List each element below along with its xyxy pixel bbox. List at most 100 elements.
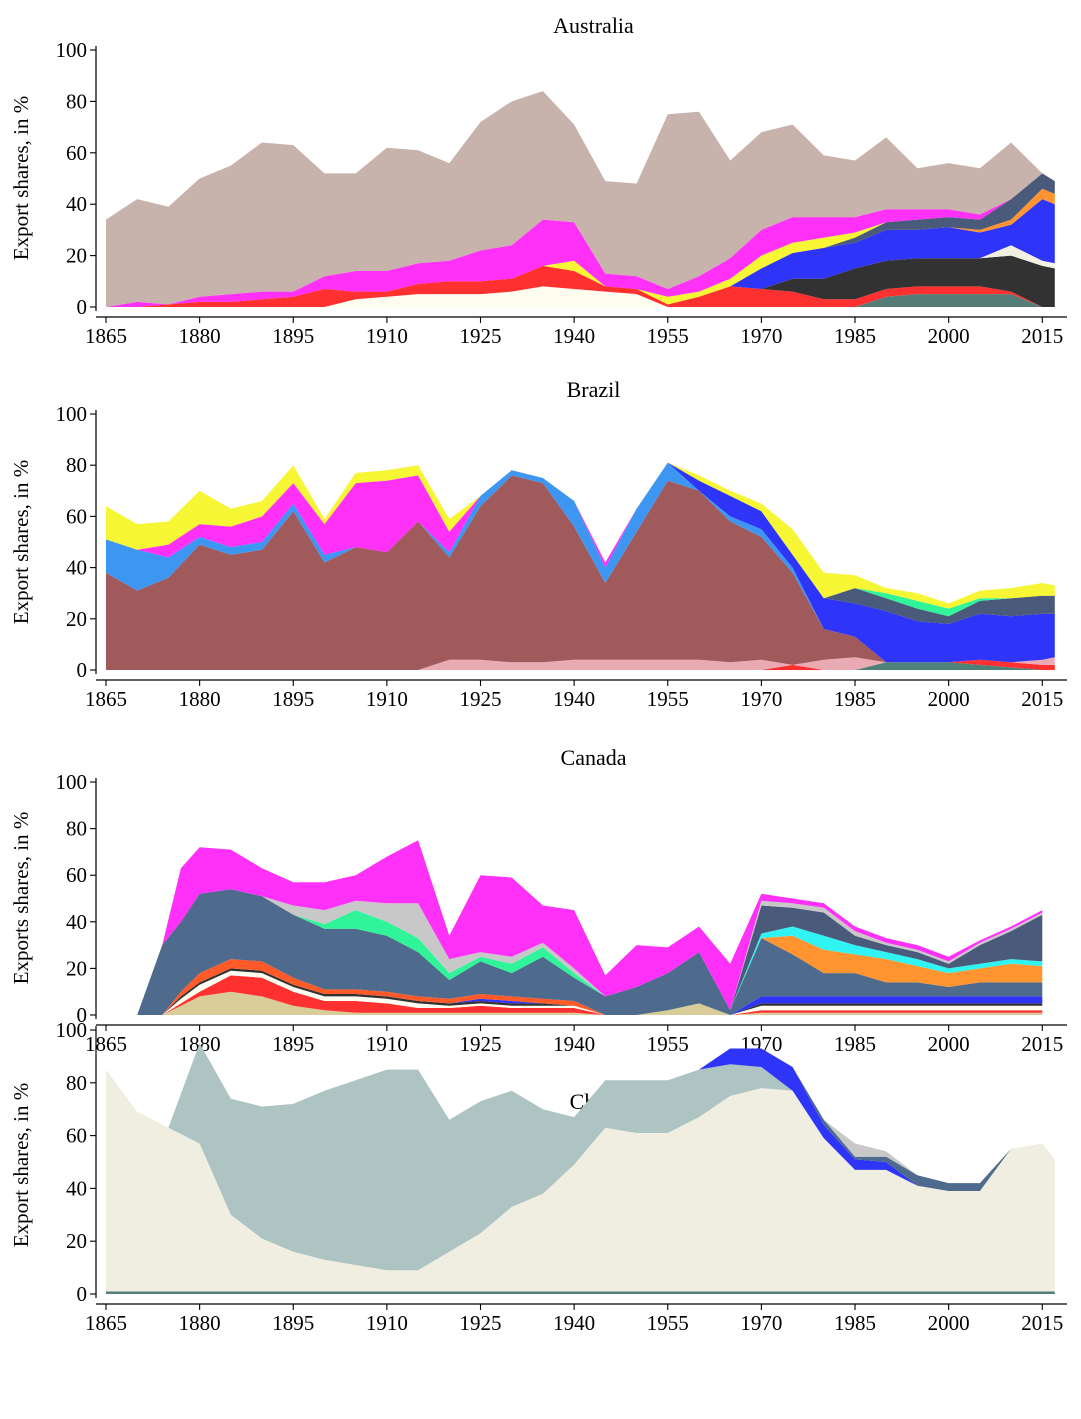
y-tick-label: 0 (77, 295, 88, 319)
y-tick-label: 60 (66, 863, 87, 887)
area-series-9 (106, 173, 1055, 307)
x-tick-label: 1925 (460, 324, 502, 348)
y-tick-label: 60 (66, 1124, 87, 1148)
x-tick-label: 1865 (85, 1032, 127, 1056)
panel-title: Canada (561, 745, 627, 770)
y-tick-label: 0 (77, 658, 88, 682)
area-series-3 (106, 255, 1055, 307)
x-tick-label: 2015 (1021, 1032, 1063, 1056)
y-tick-label: 80 (66, 453, 87, 477)
area-series-1 (106, 1069, 1055, 1292)
stacked-areas (106, 1043, 1055, 1294)
y-tick-label: 80 (66, 89, 87, 113)
x-tick-label: 1910 (366, 1032, 408, 1056)
y-tick-label: 0 (77, 1282, 88, 1306)
y-tick-label: 40 (66, 556, 87, 580)
stacked-areas (106, 462, 1055, 670)
y-tick-label: 0 (77, 1003, 88, 1027)
y-tick-label: 40 (66, 910, 87, 934)
x-tick-label: 1910 (366, 687, 408, 711)
x-tick-label: 1940 (553, 1311, 595, 1335)
y-tick-label: 20 (66, 1229, 87, 1253)
x-tick-label: 1940 (553, 324, 595, 348)
x-tick-label: 1985 (834, 1311, 876, 1335)
area-series-5 (106, 462, 1055, 663)
x-tick-label: 1970 (740, 687, 782, 711)
area-series-10 (137, 889, 1043, 1015)
y-tick-label: 60 (66, 504, 87, 528)
area-series-6 (137, 889, 1043, 1015)
area-series-9 (137, 889, 1043, 1015)
area-series-0 (106, 1291, 1055, 1294)
x-tick-label: 1985 (834, 1032, 876, 1056)
area-series-3 (106, 475, 1055, 670)
x-tick-label: 1910 (366, 1311, 408, 1335)
y-tick-label: 40 (66, 192, 87, 216)
x-tick-label: 1970 (740, 1311, 782, 1335)
panel-title: Brazil (567, 377, 621, 402)
area-series-4 (137, 968, 1043, 1015)
stacked-areas (137, 840, 1043, 1015)
x-tick-label: 1880 (179, 687, 221, 711)
x-tick-label: 1925 (460, 687, 502, 711)
area-series-1 (106, 286, 1055, 307)
x-tick-label: 1895 (272, 1032, 314, 1056)
y-axis-label: Export shares, in % (9, 460, 33, 624)
x-tick-label: 1955 (647, 324, 689, 348)
x-tick-label: 1985 (834, 324, 876, 348)
australia-panel: Australia Export shares, in % 0 20 40 60 80 1… (9, 13, 1067, 348)
x-tick-label: 2000 (928, 324, 970, 348)
y-tick-label: 20 (66, 244, 87, 268)
y-tick-label: 80 (66, 817, 87, 841)
x-tick-label: 1895 (272, 1311, 314, 1335)
x-tick-label: 1895 (272, 687, 314, 711)
x-tick-label: 1925 (460, 1311, 502, 1335)
y-tick-label: 100 (56, 38, 88, 62)
y-tick-label: 20 (66, 956, 87, 980)
x-tick-label: 1940 (553, 1032, 595, 1056)
area-series-0 (106, 294, 1055, 307)
x-tick-label: 1895 (272, 324, 314, 348)
x-tick-label: 1865 (85, 687, 127, 711)
x-tick-label: 1865 (85, 1311, 127, 1335)
x-tick-label: 2000 (928, 687, 970, 711)
x-tick-label: 1940 (553, 687, 595, 711)
area-series-2 (106, 265, 1055, 307)
area-series-1 (137, 975, 1043, 1015)
y-axis-label: Exports shares, in % (9, 812, 33, 985)
area-series-12 (137, 840, 1043, 1015)
y-tick-label: 100 (56, 770, 88, 794)
area-series-2 (106, 657, 1055, 670)
x-tick-label: 2015 (1021, 324, 1063, 348)
x-tick-label: 1955 (647, 1311, 689, 1335)
x-tick-label: 2015 (1021, 1311, 1063, 1335)
y-tick-label: 60 (66, 141, 87, 165)
x-tick-label: 1970 (740, 324, 782, 348)
area-series-0 (137, 991, 1043, 1015)
y-tick-label: 100 (56, 1018, 88, 1042)
area-series-5 (106, 199, 1055, 307)
y-tick-label: 40 (66, 1176, 87, 1200)
panel-title: Australia (553, 13, 634, 38)
x-tick-label: 1910 (366, 324, 408, 348)
y-tick-label: 100 (56, 402, 88, 426)
brazil-panel: Brazil Export shares, in % 0 20 40 60 80 100 1… (9, 377, 1067, 711)
x-tick-label: 1880 (179, 1311, 221, 1335)
x-tick-label: 2000 (928, 1311, 970, 1335)
x-tick-label: 1955 (647, 687, 689, 711)
y-tick-label: 20 (66, 607, 87, 631)
area-series-8 (137, 889, 1043, 1015)
area-series-9 (106, 462, 1055, 609)
x-tick-label: 1925 (460, 1032, 502, 1056)
y-axis-label: Export shares, in % (9, 96, 33, 260)
x-tick-label: 1865 (85, 324, 127, 348)
x-tick-label: 1880 (179, 324, 221, 348)
x-tick-label: 2015 (1021, 687, 1063, 711)
canada-panel: Canada Exports shares, in % 0 20 40 60 80 100… (9, 745, 1067, 1056)
y-axis-label: Export shares, in % (9, 1083, 33, 1247)
area-series-2 (137, 970, 1043, 1015)
area-series-0 (106, 662, 1055, 670)
area-series-2 (106, 1043, 1055, 1271)
x-tick-label: 1955 (647, 1032, 689, 1056)
